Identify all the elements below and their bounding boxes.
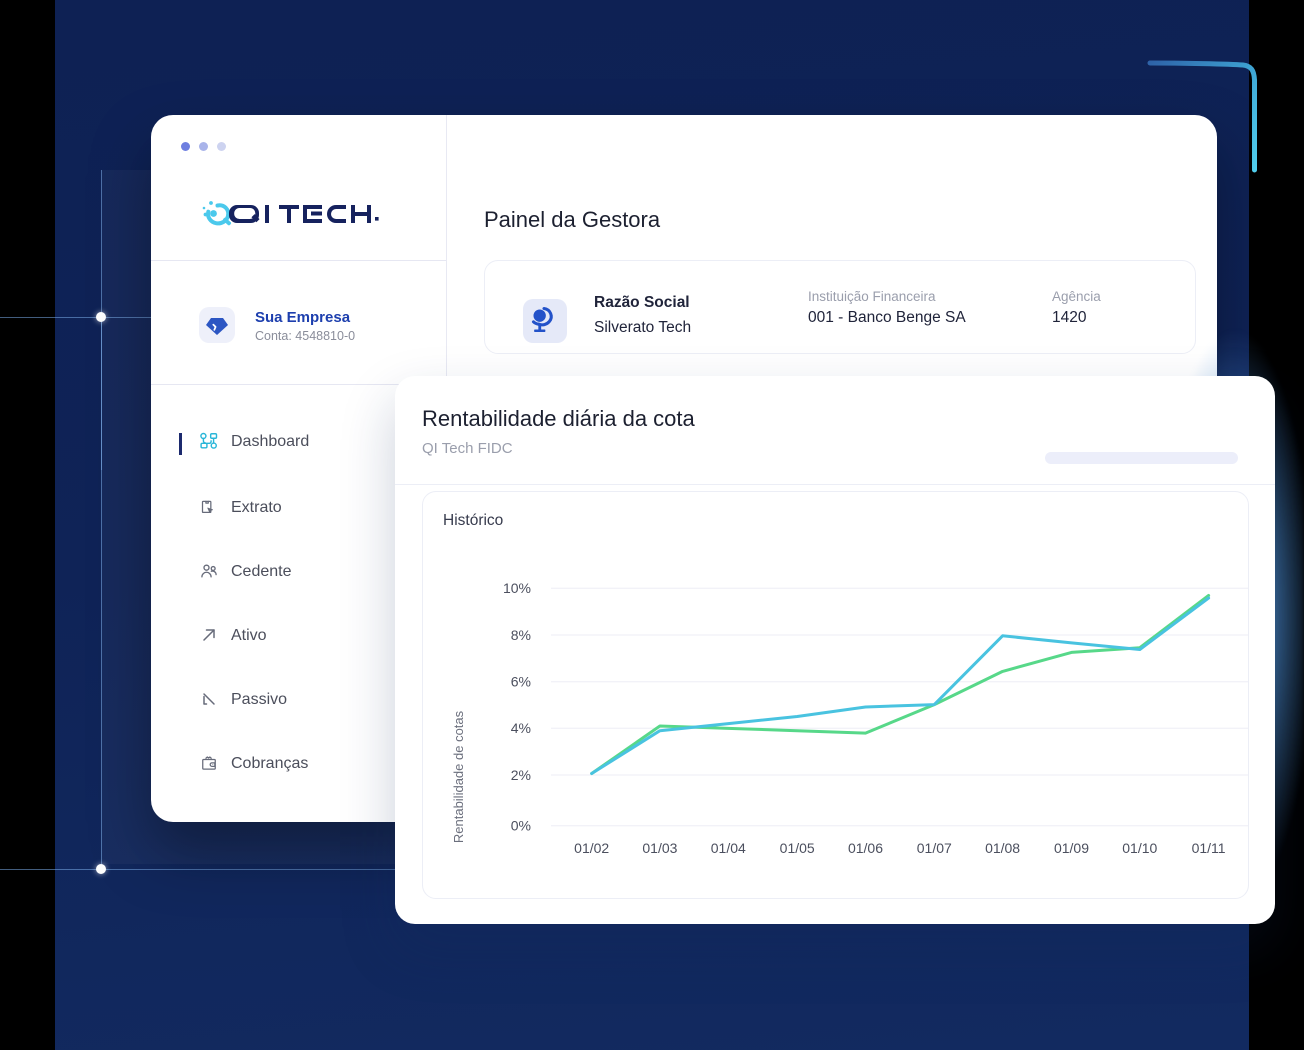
svg-text:01/10: 01/10 bbox=[1122, 840, 1157, 856]
svg-text:01/05: 01/05 bbox=[780, 840, 815, 856]
svg-text:01/08: 01/08 bbox=[985, 840, 1020, 856]
svg-text:0%: 0% bbox=[511, 818, 531, 834]
svg-text:01/03: 01/03 bbox=[642, 840, 677, 856]
svg-text:6%: 6% bbox=[511, 674, 531, 690]
svg-text:Rentabilidade de cotas: Rentabilidade de cotas bbox=[451, 710, 466, 843]
svg-text:01/02: 01/02 bbox=[574, 840, 609, 856]
svg-text:2%: 2% bbox=[511, 767, 531, 783]
svg-text:01/07: 01/07 bbox=[917, 840, 952, 856]
svg-text:01/09: 01/09 bbox=[1054, 840, 1089, 856]
svg-text:10%: 10% bbox=[503, 580, 531, 596]
svg-text:8%: 8% bbox=[511, 627, 531, 643]
svg-text:4%: 4% bbox=[511, 720, 531, 736]
svg-text:01/04: 01/04 bbox=[711, 840, 746, 856]
svg-text:01/11: 01/11 bbox=[1192, 840, 1226, 856]
svg-text:01/06: 01/06 bbox=[848, 840, 883, 856]
